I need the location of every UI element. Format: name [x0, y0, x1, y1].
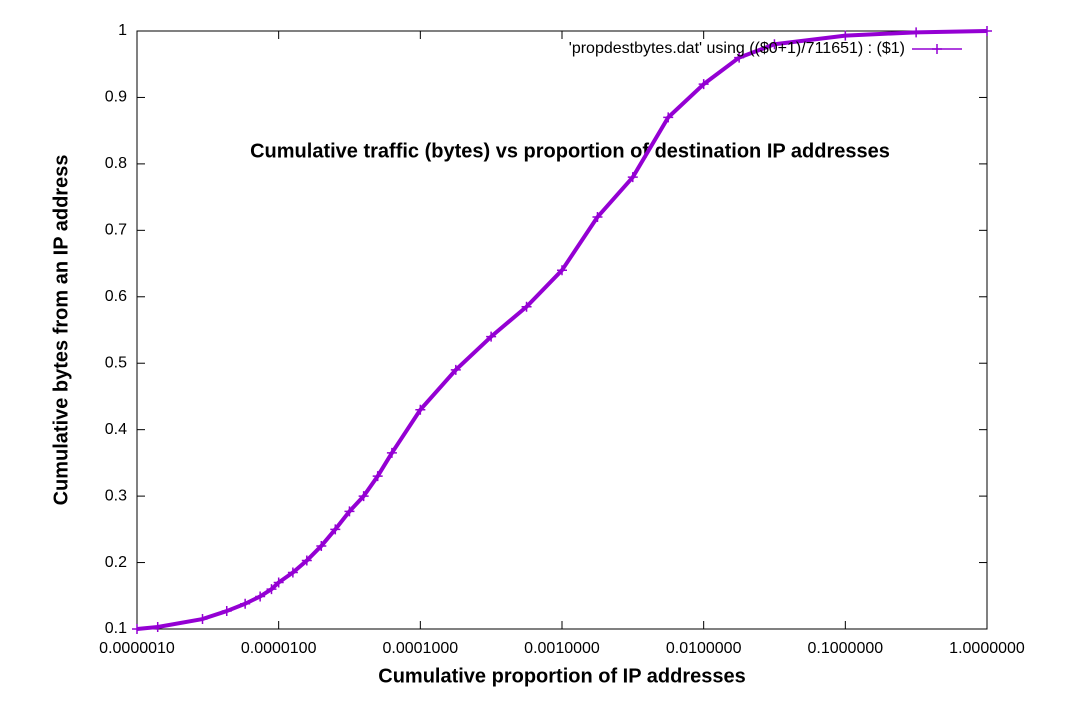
data-point [698, 79, 709, 90]
data-point [769, 39, 780, 50]
plot-border [136, 30, 988, 630]
data-point [197, 614, 208, 625]
data-point [301, 555, 312, 566]
x-tick-label: 0.0000010 [99, 640, 175, 657]
data-point [316, 540, 327, 551]
data-point [240, 598, 251, 609]
data-point [557, 265, 567, 276]
y-tick-label: 0.7 [105, 222, 127, 239]
data-point [982, 26, 992, 36]
data-point [840, 30, 851, 41]
x-axis-label: Cumulative proportion of IP addresses [378, 665, 745, 687]
data-point [663, 112, 674, 123]
y-tick-label: 1 [118, 22, 127, 39]
data-point [627, 172, 638, 183]
y-tick-label: 0.8 [105, 155, 127, 172]
data-point [330, 524, 341, 535]
data-point [415, 404, 426, 415]
x-tick-label: 0.0000100 [241, 640, 317, 657]
data-point [911, 27, 922, 38]
data-point [273, 577, 284, 588]
data-point [132, 624, 142, 634]
data-point [372, 471, 383, 482]
legend-marker [932, 44, 942, 54]
y-tick-label: 0.2 [105, 554, 127, 571]
data-point [287, 567, 298, 578]
x-tick-label: 1.0000000 [949, 640, 1025, 657]
y-tick-label: 0.9 [105, 89, 127, 106]
y-tick-label: 0.3 [105, 487, 127, 504]
chart-title: Cumulative traffic (bytes) vs proportion… [250, 140, 890, 162]
data-point [344, 506, 355, 517]
data-line [136, 29, 988, 631]
y-tick-label: 0.6 [105, 288, 127, 305]
data-point [358, 491, 369, 502]
data-point [152, 622, 163, 633]
data-point [221, 606, 232, 617]
data-point [450, 364, 461, 375]
data-point [266, 584, 277, 595]
data-point [255, 591, 266, 602]
x-tick-label: 0.1000000 [808, 640, 884, 657]
data-point [734, 52, 745, 63]
x-tick-label: 0.0010000 [524, 640, 600, 657]
y-tick-label: 0.1 [105, 620, 127, 637]
data-point [486, 331, 497, 342]
data-point [386, 447, 397, 458]
y-tick-label: 0.4 [105, 421, 127, 438]
data-point [521, 301, 532, 312]
data-point [592, 212, 603, 223]
legend-label: 'propdestbytes.dat' using (($0+1)/711651… [569, 40, 905, 57]
y-tick-label: 0.5 [105, 354, 127, 371]
x-tick-label: 0.0100000 [666, 640, 742, 657]
x-tick-label: 0.0001000 [383, 640, 459, 657]
y-axis-label: Cumulative bytes from an IP address [50, 155, 72, 506]
